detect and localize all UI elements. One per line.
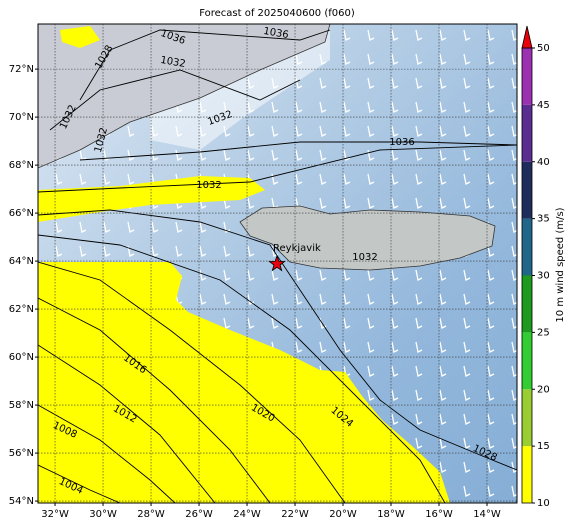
colorbar-label: 10 m wind speed (m/s) bbox=[555, 207, 566, 322]
colorbar-segment bbox=[522, 275, 532, 333]
colorbar-tick-label: 50 bbox=[537, 43, 550, 54]
city-label: Reykjavik bbox=[273, 243, 321, 254]
map-area bbox=[38, 24, 517, 503]
low-wind-area bbox=[38, 176, 265, 222]
lon-tick-label: 24°W bbox=[233, 509, 261, 520]
colorbar-tick-label: 10 bbox=[537, 498, 550, 509]
lon-tick-label: 26°W bbox=[185, 509, 213, 520]
colorbar-tick-label: 20 bbox=[537, 384, 550, 395]
iceland bbox=[239, 205, 496, 271]
colorbar-tick-label: 30 bbox=[537, 271, 550, 282]
colorbar-segment bbox=[522, 161, 532, 219]
isobar bbox=[38, 344, 216, 503]
colorbar-tick-label: 45 bbox=[537, 100, 550, 111]
isobar bbox=[38, 297, 271, 503]
colorbar-tick-label: 35 bbox=[537, 214, 550, 225]
lat-tick-label: 64°N bbox=[9, 256, 34, 267]
lon-tick-label: 30°W bbox=[89, 509, 117, 520]
contour-label: 1036 bbox=[262, 26, 289, 41]
colorbar-segment bbox=[522, 218, 532, 276]
lon-tick-label: 18°W bbox=[377, 509, 405, 520]
lon-tick-label: 32°W bbox=[41, 509, 69, 520]
low-wind-area bbox=[60, 26, 100, 48]
colorbar-segment bbox=[522, 446, 532, 503]
colorbar-tick-label: 40 bbox=[537, 157, 550, 168]
lon-tick-label: 20°W bbox=[329, 509, 357, 520]
contour-label: 1032 bbox=[196, 180, 221, 191]
contour-label: 1036 bbox=[389, 137, 414, 148]
lat-tick-label: 68°N bbox=[9, 160, 34, 171]
colorbar-tick-label: 25 bbox=[537, 327, 550, 338]
contour-label: 1032 bbox=[159, 55, 186, 70]
isobar bbox=[79, 29, 331, 101]
colorbar-tick-label: 15 bbox=[537, 441, 550, 452]
lon-tick-label: 14°W bbox=[473, 509, 501, 520]
lat-tick-label: 72°N bbox=[9, 64, 34, 75]
lat-tick-label: 70°N bbox=[9, 112, 34, 123]
colorbar-segment bbox=[522, 104, 532, 162]
map-frame bbox=[37, 23, 518, 504]
isobar bbox=[38, 209, 517, 471]
lat-tick-label: 58°N bbox=[9, 400, 34, 411]
colorbar-segment bbox=[522, 48, 532, 105]
isobar bbox=[38, 464, 121, 503]
colorbar-segment bbox=[522, 389, 532, 447]
greenland bbox=[38, 24, 331, 169]
colorbar-segment bbox=[522, 332, 532, 390]
low-wind-area bbox=[38, 262, 450, 503]
isobar bbox=[38, 404, 176, 503]
lat-tick-label: 62°N bbox=[9, 304, 34, 315]
lon-tick-label: 28°W bbox=[137, 509, 165, 520]
city-marker bbox=[268, 254, 286, 272]
isobar bbox=[49, 69, 301, 131]
colorbar-extend bbox=[521, 25, 533, 49]
lat-tick-label: 66°N bbox=[9, 208, 34, 219]
lat-tick-label: 54°N bbox=[9, 496, 34, 507]
lat-tick-label: 60°N bbox=[9, 352, 34, 363]
isobar bbox=[38, 261, 346, 503]
isobar bbox=[38, 144, 517, 193]
lat-tick-label: 56°N bbox=[9, 448, 34, 459]
contour-label: 1032 bbox=[352, 252, 377, 263]
isobar bbox=[38, 234, 446, 503]
isobar bbox=[79, 141, 517, 161]
lon-tick-label: 16°W bbox=[425, 509, 453, 520]
title: Forecast of 2025040600 (f060) bbox=[199, 8, 355, 19]
lon-tick-label: 22°W bbox=[281, 509, 309, 520]
